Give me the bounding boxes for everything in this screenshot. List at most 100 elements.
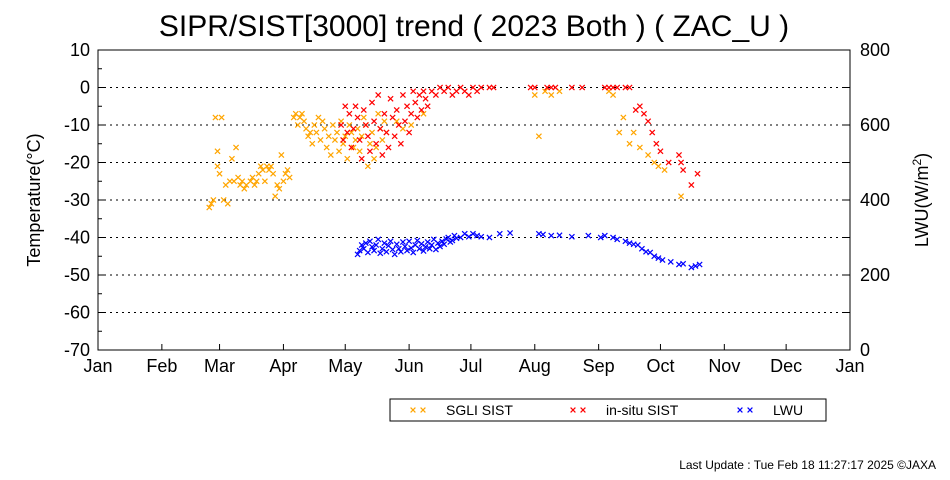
insitu-sist-point bbox=[350, 125, 357, 132]
lwu-point bbox=[383, 248, 390, 255]
sgli-sist-point bbox=[655, 163, 662, 170]
insitu-sist-point bbox=[406, 129, 413, 136]
y2-axis-label-sup: 2 bbox=[910, 159, 924, 166]
lwu-point bbox=[381, 240, 388, 247]
sgli-sist-point bbox=[218, 114, 225, 121]
last-update-footer: Last Update : Tue Feb 18 11:27:17 2025 ©… bbox=[679, 458, 936, 472]
insitu-sist-point bbox=[649, 129, 656, 136]
insitu-sist-point bbox=[379, 151, 386, 159]
x-tick-label: Jul bbox=[459, 356, 482, 376]
sgli-sist-point bbox=[321, 125, 328, 132]
sgli-sist-point bbox=[375, 110, 382, 117]
lwu-point bbox=[688, 264, 695, 271]
lwu-point bbox=[422, 243, 429, 250]
sgli-sist-point bbox=[241, 185, 248, 192]
sgli-sist-point bbox=[224, 200, 231, 207]
insitu-sist-point bbox=[352, 103, 359, 110]
lwu-point bbox=[638, 245, 645, 252]
lwu-point bbox=[434, 240, 441, 247]
insitu-sist-point bbox=[344, 129, 351, 136]
lwu-point bbox=[401, 243, 409, 250]
lwu-point bbox=[406, 238, 413, 245]
x-tick-label: Dec bbox=[770, 356, 802, 376]
insitu-sist-point bbox=[340, 136, 347, 144]
insitu-sist-point bbox=[653, 140, 660, 147]
insitu-sist-point bbox=[614, 84, 621, 91]
insitu-sist-point bbox=[404, 103, 411, 110]
insitu-sist-point bbox=[478, 84, 485, 91]
lwu-point bbox=[420, 247, 427, 255]
y2-axis-label-main: LWU(W/m bbox=[912, 166, 932, 248]
lwu-point bbox=[696, 261, 703, 268]
lwu-point bbox=[585, 232, 592, 239]
legend-marker-lwu bbox=[737, 407, 743, 413]
sgli-sist-point bbox=[317, 136, 324, 144]
lwu-point bbox=[362, 240, 369, 247]
sgli-sist-point bbox=[626, 140, 633, 147]
insitu-sist-point bbox=[381, 110, 388, 117]
sgli-sist-point bbox=[272, 193, 279, 200]
insitu-sist-point bbox=[579, 84, 586, 91]
sgli-sist-point bbox=[630, 129, 637, 136]
insitu-sist-point bbox=[657, 148, 664, 155]
x-tick-label: Nov bbox=[708, 356, 740, 376]
lwu-point bbox=[379, 245, 386, 252]
lwu-point bbox=[397, 248, 404, 255]
legend-label-lwu: LWU bbox=[773, 402, 803, 418]
lwu-point bbox=[393, 241, 400, 248]
sgli-sist-point bbox=[206, 204, 213, 211]
legend-markers bbox=[410, 407, 753, 413]
insitu-sist-point bbox=[665, 159, 672, 166]
sgli-sist-point bbox=[636, 144, 643, 151]
insitu-sist-point bbox=[640, 110, 647, 117]
lwu-point bbox=[449, 237, 456, 244]
sgli-sist-point bbox=[280, 178, 287, 185]
insitu-sist-point bbox=[401, 118, 409, 125]
insitu-sist-point bbox=[354, 114, 361, 121]
legend-marker-lwu bbox=[747, 407, 753, 413]
sgli-sist-point bbox=[333, 129, 341, 136]
insitu-sist-point bbox=[636, 103, 643, 110]
sgli-sist-point bbox=[420, 110, 427, 117]
insitu-sist-point bbox=[364, 133, 371, 140]
y2-tick-label: 600 bbox=[860, 115, 890, 135]
lwu-point bbox=[486, 234, 493, 241]
insitu-sist-point bbox=[375, 91, 382, 99]
lwu-point bbox=[436, 243, 444, 250]
x-tick-label: Feb bbox=[146, 356, 177, 376]
insitu-sist-point bbox=[377, 125, 384, 132]
insitu-sist-point bbox=[414, 114, 421, 121]
y2-tick-label: 0 bbox=[860, 340, 870, 360]
lwu-point bbox=[364, 249, 371, 256]
insitu-sist-point bbox=[645, 118, 652, 125]
sgli-sist-point bbox=[233, 144, 240, 151]
lwu-point bbox=[692, 262, 699, 270]
sgli-sist-point bbox=[253, 178, 260, 185]
sgli-sist-point bbox=[350, 144, 357, 151]
lwu-point bbox=[426, 245, 433, 252]
insitu-sist-point bbox=[399, 91, 406, 99]
lwu-point bbox=[373, 241, 380, 249]
sgli-sist-point bbox=[356, 148, 363, 155]
insitu-sist-point bbox=[408, 110, 415, 117]
legend: SGLI SIST in-situ SIST LWU bbox=[389, 398, 827, 422]
insitu-sist-point bbox=[424, 103, 431, 110]
insitu-sist-point bbox=[626, 84, 633, 91]
lwu-point bbox=[655, 255, 662, 262]
sgli-sist-point bbox=[270, 170, 277, 177]
insitu-sist-point bbox=[420, 88, 427, 95]
legend-marker-insitu bbox=[580, 407, 586, 413]
insitu-sist-point bbox=[362, 121, 369, 129]
insitu-sist-point bbox=[410, 88, 417, 95]
sgli-sist-point bbox=[301, 118, 308, 125]
lwu-point bbox=[474, 232, 481, 239]
lwu-point bbox=[387, 238, 394, 245]
sgli-sist-point bbox=[216, 170, 223, 177]
lwu-point bbox=[626, 240, 633, 247]
sgli-sist-point bbox=[661, 166, 668, 174]
sgli-sist-point bbox=[329, 121, 336, 129]
insitu-sist-point bbox=[391, 133, 398, 140]
lwu-point bbox=[366, 238, 373, 245]
sgli-sist-point bbox=[284, 166, 291, 174]
